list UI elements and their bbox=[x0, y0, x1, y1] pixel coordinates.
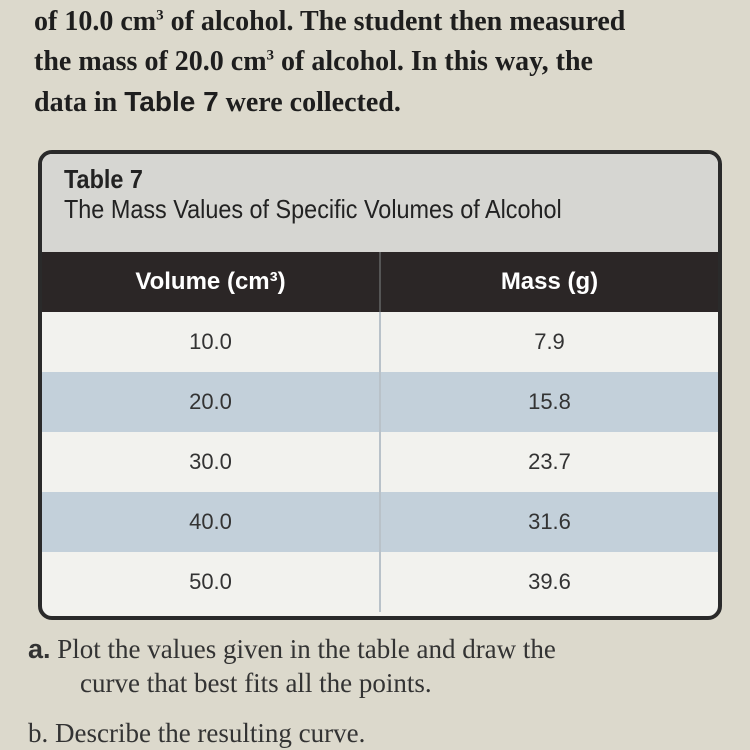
mass-cell: 23.7 bbox=[528, 449, 571, 474]
text: of alcohol. In this way, the bbox=[274, 46, 593, 77]
volume-cell: 10.0 bbox=[42, 312, 381, 372]
table-reference: Table 7 bbox=[124, 86, 219, 117]
volume-cell: 50.0 bbox=[42, 552, 381, 612]
mass-cell: 31.6 bbox=[528, 509, 571, 534]
text: data in bbox=[34, 87, 125, 118]
superscript: 3 bbox=[266, 47, 275, 64]
table-row: 50.0 39.6 bbox=[42, 552, 718, 612]
text: of 10.0 cm bbox=[34, 6, 157, 37]
question-b: b. Describe the resulting curve. bbox=[28, 718, 366, 748]
table-caption: Table 7 The Mass Values of Specific Volu… bbox=[42, 154, 718, 252]
text: were collected. bbox=[218, 87, 401, 118]
volume-cell: 40.0 bbox=[42, 492, 381, 552]
mass-cell: 7.9 bbox=[534, 329, 565, 354]
intro-line-3: data in Table 7 were collected. bbox=[34, 84, 401, 121]
table-row: 40.0 31.6 bbox=[42, 492, 718, 552]
mass-cell: 15.8 bbox=[528, 389, 571, 414]
table-label: Table 7 bbox=[64, 164, 143, 194]
data-table: Table 7 The Mass Values of Specific Volu… bbox=[38, 150, 722, 620]
text: curve that best fits all the points. bbox=[80, 668, 432, 698]
intro-paragraph: of 10.0 cm3 of alcohol. The student then… bbox=[34, 0, 750, 140]
table-row: 10.0 7.9 bbox=[42, 312, 718, 372]
header-mass: Mass (g) bbox=[500, 268, 599, 295]
intro-line-1: of 10.0 cm3 of alcohol. The student then… bbox=[34, 4, 625, 40]
question-a: a. Plot the values given in the table an… bbox=[28, 632, 556, 700]
mass-cell: 39.6 bbox=[528, 569, 571, 594]
text: of alcohol. The student then measured bbox=[163, 6, 626, 37]
table-row: 20.0 15.8 bbox=[42, 372, 718, 432]
volume-cell: 20.0 bbox=[42, 372, 381, 432]
table-row: 30.0 23.7 bbox=[42, 432, 718, 492]
superscript: 3 bbox=[156, 7, 164, 24]
text: Plot the values given in the table and d… bbox=[57, 634, 556, 664]
text: the mass of 20.0 cm bbox=[34, 46, 267, 77]
header-volume: Volume (cm³) bbox=[42, 252, 381, 312]
intro-line-2: the mass of 20.0 cm3 of alcohol. In this… bbox=[34, 44, 593, 80]
table-header: Volume (cm³) Mass (g) bbox=[42, 252, 718, 312]
question-label: a. bbox=[28, 634, 51, 664]
table-title: The Mass Values of Specific Volumes of A… bbox=[64, 194, 562, 224]
volume-cell: 30.0 bbox=[42, 432, 381, 492]
